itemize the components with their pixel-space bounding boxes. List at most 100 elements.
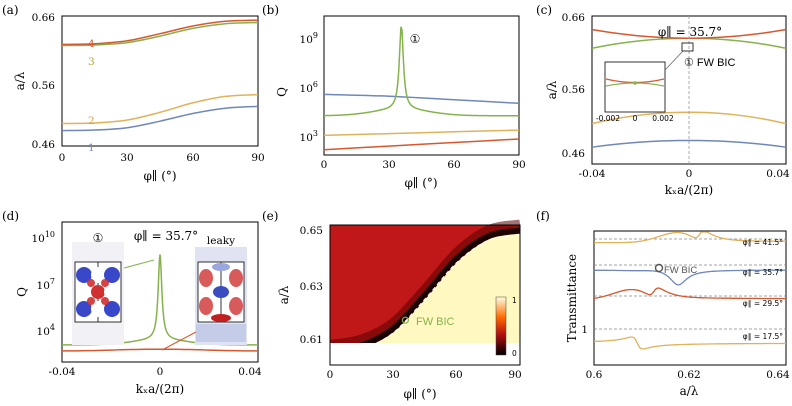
c-ytick-0.66: 0.66 xyxy=(562,12,586,24)
panel-f: (f) φ∥ = 41.5° φ∥ = 35.7° φ∥ = 29.5° φ∥ … xyxy=(536,209,790,398)
f-fw-bic-annotation: FW BIC xyxy=(664,265,697,276)
c-inset-bic-point xyxy=(633,81,637,85)
d-field-lobe xyxy=(199,297,213,315)
f-ylabel: Transmittance xyxy=(565,254,579,342)
c-inset-xtick-mid: 0 xyxy=(633,114,638,123)
panel-b-label: (b) xyxy=(262,3,279,17)
b-xtick-90: 90 xyxy=(512,159,525,171)
d-pointer-red xyxy=(161,331,197,351)
d-inset-leaky-field xyxy=(195,247,247,345)
e-bic-marker xyxy=(401,316,409,324)
panel-b: (b) 109 106 103 0 30 60 90 φ∥ (°) Q ① xyxy=(262,3,526,190)
c-inset: -0.002 0 0.002 xyxy=(596,50,684,123)
d-field-lobe xyxy=(76,301,92,317)
e-fw-bic-annotation: FW BIC xyxy=(416,316,455,328)
c-xtick-right: 0.04 xyxy=(766,168,790,180)
b-xlabel: φ∥ (°) xyxy=(404,176,437,190)
c-fw-bic-annotation: ① FW BIC xyxy=(684,57,735,69)
d-field-lobe xyxy=(101,297,109,305)
a-series-2 xyxy=(61,93,259,125)
d-field-lobe xyxy=(212,263,230,271)
f-series-2 xyxy=(594,287,786,300)
a-ytick-0.46: 0.46 xyxy=(32,139,56,151)
f-bic-marker xyxy=(654,263,664,273)
a-xtick-30: 30 xyxy=(120,152,133,164)
c-inset-connector xyxy=(664,50,684,71)
a-band-label-1: 1 xyxy=(88,142,95,154)
b-series-band-1 xyxy=(323,93,520,105)
panel-f-label: (f) xyxy=(536,209,550,223)
b-series-band-3 xyxy=(323,26,520,117)
a-xtick-90: 90 xyxy=(251,152,264,164)
d-field-lobe xyxy=(76,267,92,283)
b-annotation-1: ① xyxy=(410,32,421,46)
e-colorbar-min: 0 xyxy=(512,349,517,358)
d-annotation-1: ① xyxy=(93,231,104,245)
d-xtick-left: -0.04 xyxy=(49,366,76,378)
e-heatmap-shadow xyxy=(330,219,520,343)
e-xtick-30: 30 xyxy=(386,369,399,381)
f-xtick-0.64: 0.64 xyxy=(766,369,790,381)
d-ytick-1e7: 107 xyxy=(37,277,55,292)
e-colorbar xyxy=(495,296,507,356)
d-field-lobe xyxy=(199,269,213,287)
d-field-lobe xyxy=(87,297,95,305)
c-series-blue xyxy=(591,139,787,148)
f-legend-29.5: φ∥ = 29.5° xyxy=(743,299,783,308)
panel-b-frame xyxy=(323,15,520,156)
e-colorbar-max: 1 xyxy=(512,296,517,305)
e-xlabel: φ∥ (°) xyxy=(403,387,436,401)
d-field-lobe xyxy=(211,314,231,322)
d-ytick-1e10: 1010 xyxy=(31,230,55,245)
a-band-label-2: 2 xyxy=(88,115,95,127)
f-series-0 xyxy=(594,231,786,244)
a-band-label-4: 4 xyxy=(88,38,95,50)
d-pointer-green xyxy=(123,259,155,269)
c-zoom-box xyxy=(681,42,694,52)
e-heatmap-resonance-band xyxy=(359,227,520,343)
c-phi-note: φ∥ = 35.7° xyxy=(658,25,722,39)
c-inset-xtick-left: -0.002 xyxy=(596,114,620,123)
f-legend-35.7: φ∥ = 35.7° xyxy=(743,268,783,277)
panel-a-label: (a) xyxy=(2,3,19,17)
b-series-band-2 xyxy=(323,129,520,137)
d-field-lobe xyxy=(104,267,120,283)
c-ylabel: a/λ xyxy=(545,80,559,99)
a-xlabel: φ∥ (°) xyxy=(143,169,176,183)
e-ytick-0.65: 0.65 xyxy=(300,225,323,237)
panel-e-frame xyxy=(329,224,521,366)
d-leaky-radiation xyxy=(196,324,246,342)
f-legend-17.5: φ∥ = 17.5° xyxy=(743,332,783,341)
b-xtick-60: 60 xyxy=(447,159,460,171)
d-field-lobe xyxy=(229,297,243,315)
d-field-lobe xyxy=(104,285,120,299)
panel-e: (e) 1 0 FW BIC 0.65 0.63 0.61 0 30 60 90… xyxy=(262,209,522,401)
c-xtick-mid: 0 xyxy=(686,168,693,180)
panel-d: (d) xyxy=(2,209,262,396)
b-xtick-30: 30 xyxy=(382,159,395,171)
d-field-lobe xyxy=(91,285,105,299)
b-ylabel: Q xyxy=(275,87,289,97)
e-xtick-60: 60 xyxy=(449,369,462,381)
panel-a-frame xyxy=(61,15,259,147)
e-ytick-0.63: 0.63 xyxy=(300,281,323,293)
panel-a-series xyxy=(61,19,259,132)
b-ytick-1e6: 106 xyxy=(300,80,318,95)
d-field-lobe xyxy=(91,301,105,317)
d-field-lobe xyxy=(91,267,105,283)
e-ylabel: a/λ xyxy=(277,285,291,304)
c-xlabel: kₓa/(2π) xyxy=(665,183,713,197)
a-series-3 xyxy=(61,21,259,47)
f-series-1 xyxy=(593,269,786,286)
d-phi-note: φ∥ = 35.7° xyxy=(134,229,198,243)
c-ytick-0.46: 0.46 xyxy=(562,148,586,160)
d-series-red xyxy=(61,348,259,352)
e-resonance-trace xyxy=(375,234,520,343)
d-field-lobe xyxy=(101,279,109,287)
d-field-lobe xyxy=(76,285,92,299)
b-xtick-0: 0 xyxy=(321,159,328,171)
panel-d-label: (d) xyxy=(2,209,19,223)
a-series-1 xyxy=(61,105,259,132)
d-annotation-leaky: leaky xyxy=(207,235,235,247)
